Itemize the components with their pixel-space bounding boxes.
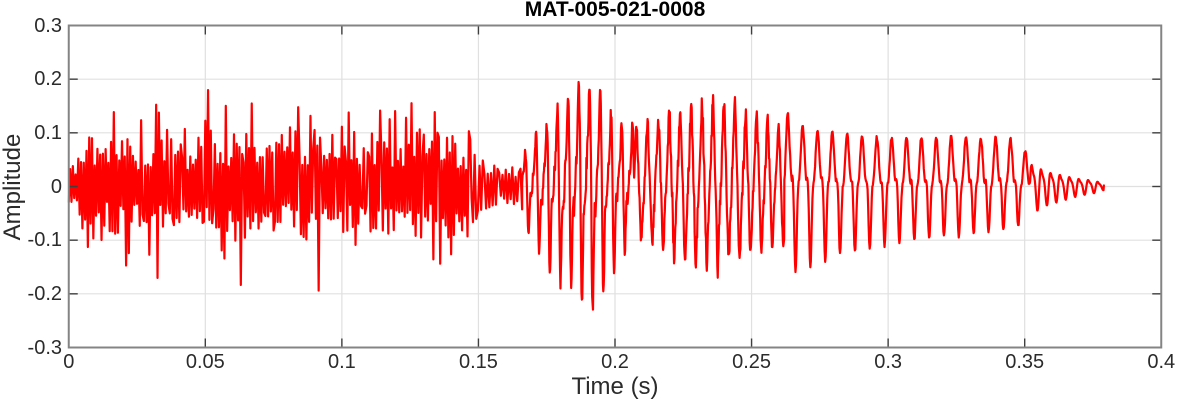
x-tick-label: 0.15 (458, 351, 498, 373)
y-tick-label: 0.3 (34, 14, 62, 37)
x-axis-label: Time (s) (571, 373, 659, 400)
y-tick-label: 0 (50, 175, 62, 198)
y-tick-label: -0.3 (27, 336, 62, 359)
x-tick-label: 0.1 (327, 351, 356, 373)
y-tick-label: 0.1 (34, 121, 62, 144)
axis-tick-marks (68, 24, 1162, 349)
y-tick-label: -0.1 (27, 229, 62, 252)
y-tick-label: 0.2 (34, 68, 62, 91)
y-axis-label: Amplitude (0, 133, 26, 241)
waveform-line (67, 80, 1105, 311)
x-tick-label: 0.35 (1005, 351, 1045, 373)
x-tick-label: 0.25 (732, 351, 772, 373)
x-tick-label: 0.2 (601, 351, 629, 373)
x-tick-label: 0.05 (185, 351, 225, 373)
x-tick-label: 0 (63, 351, 75, 373)
x-tick-label: 0.3 (874, 351, 903, 373)
chart-title: MAT-005-021-0008 (524, 0, 706, 21)
y-tick-label: -0.2 (27, 282, 62, 305)
x-tick-label: 0.4 (1147, 351, 1176, 373)
axes-box (67, 24, 1163, 349)
